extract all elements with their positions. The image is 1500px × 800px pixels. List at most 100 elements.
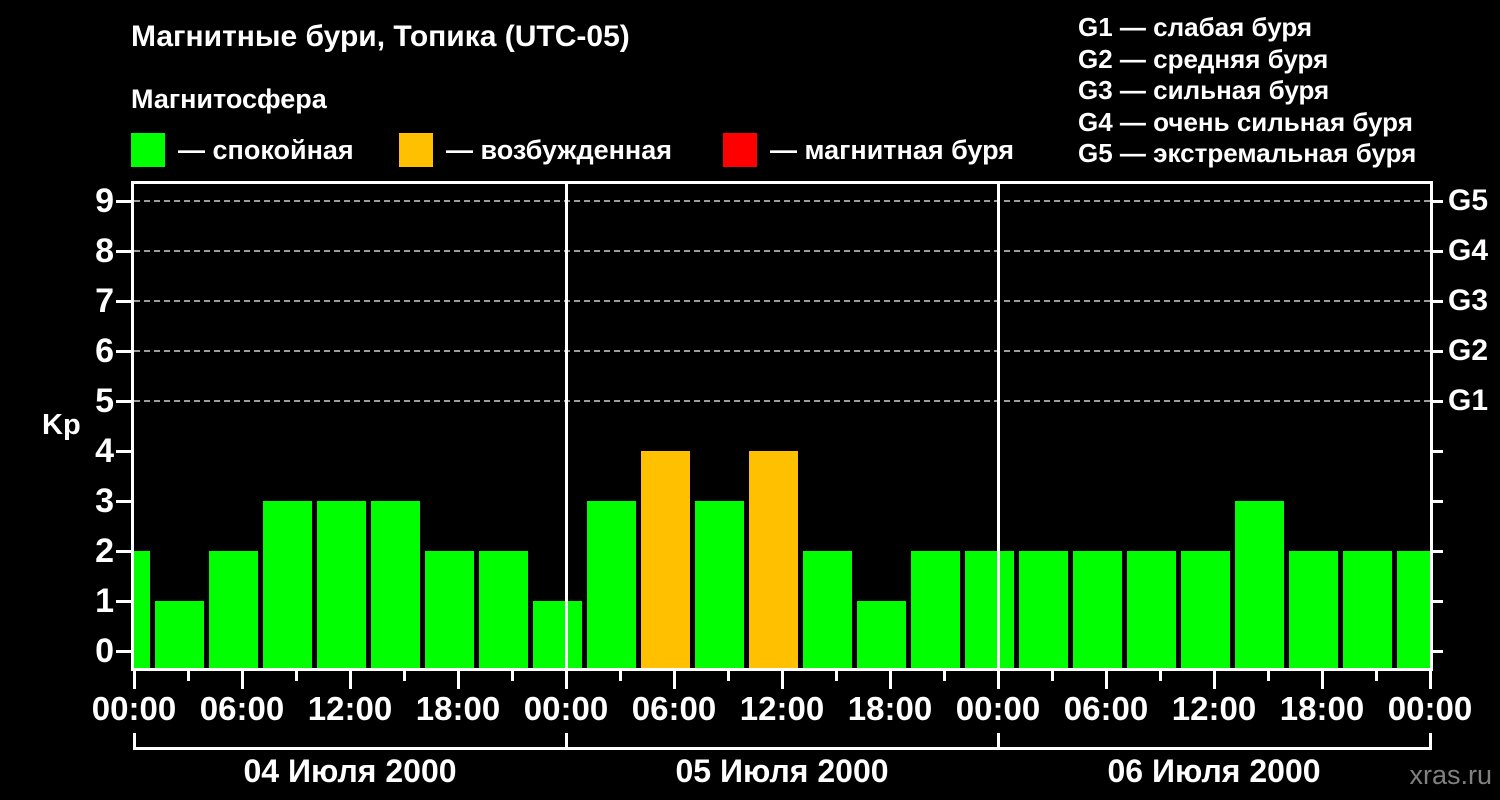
kp-bar (802, 551, 852, 668)
legend-label-storm: — магнитная буря (770, 134, 1014, 165)
kp-bar (694, 501, 744, 668)
kp-bar (748, 451, 798, 668)
day-boundary-line (996, 184, 1000, 668)
x-tick-major (780, 668, 784, 689)
y-tick-right (1430, 649, 1443, 653)
y-tick-right (1430, 549, 1443, 553)
date-bracket-line (134, 747, 1430, 750)
x-tick-minor (834, 668, 838, 681)
x-tick-minor (186, 668, 190, 681)
y-tick-right (1430, 299, 1443, 303)
y-tick-label: 1 (95, 582, 114, 620)
x-tick-major (1104, 668, 1108, 689)
kp-bar (964, 551, 1014, 668)
gridline-kp5 (134, 400, 1430, 402)
plot-area (131, 181, 1433, 671)
x-tick-major (240, 668, 244, 689)
date-bracket-tick (1428, 733, 1432, 750)
g-scale-legend-line: G5 — экстремальная буря (1078, 138, 1417, 168)
x-tick-major (888, 668, 892, 689)
g-scale-label: G5 (1448, 184, 1489, 217)
x-tick-label: 18:00 (415, 690, 501, 727)
x-tick-minor (510, 668, 514, 681)
kp-bar (1072, 551, 1122, 668)
x-tick-minor (1158, 668, 1162, 681)
x-tick-label: 00:00 (955, 690, 1041, 727)
date-bracket-tick (132, 733, 136, 750)
kp-bar (316, 501, 366, 668)
y-tick-label: 8 (95, 232, 114, 270)
x-tick-label: 12:00 (307, 690, 393, 727)
excited-color-swatch (399, 133, 433, 167)
kp-bar (856, 601, 906, 668)
date-bracket-tick (996, 733, 1000, 750)
gridline-kp9 (134, 200, 1430, 202)
y-tick-right (1430, 499, 1443, 503)
storm-color-swatch (723, 133, 757, 167)
kp-bar (1396, 551, 1430, 668)
watermark: xras.ru (1409, 760, 1492, 790)
x-tick-label: 06:00 (199, 690, 285, 727)
x-tick-major (564, 668, 568, 689)
g-scale-legend-line: G2 — средняя буря (1078, 43, 1329, 74)
g-scale-legend-line: G3 — сильная буря (1078, 75, 1330, 105)
kp-bar (640, 451, 690, 668)
y-tick-right (1430, 199, 1443, 203)
day-boundary-line (564, 184, 568, 668)
kp-bar (1288, 551, 1338, 668)
date-label: 04 Июля 2000 (243, 753, 457, 789)
x-tick-major (456, 668, 460, 689)
kp-bar (1126, 551, 1176, 668)
legend-label-excited: — возбужденная (446, 134, 672, 165)
x-tick-minor (942, 668, 946, 681)
kp-bar (370, 501, 420, 668)
legend-item-quiet: — спокойная (131, 132, 354, 168)
y-tick-right (1430, 349, 1443, 353)
x-tick-label: 06:00 (631, 690, 717, 727)
y-tick-right (1430, 599, 1443, 603)
chart-subtitle: Магнитосфера (131, 84, 327, 114)
gridline-kp8 (134, 250, 1430, 252)
quiet-color-swatch (131, 133, 165, 167)
y-tick-left (116, 299, 131, 303)
y-tick-left (116, 649, 131, 653)
x-tick-minor (294, 668, 298, 681)
date-bracket-tick (564, 733, 568, 750)
kp-bar (1018, 551, 1068, 668)
x-tick-minor (726, 668, 730, 681)
legend-item-excited: — возбужденная (399, 132, 672, 168)
x-tick-minor (1050, 668, 1054, 681)
y-axis-label: Kp (42, 409, 81, 441)
kp-bar (154, 601, 204, 668)
kp-bar (134, 551, 150, 668)
x-tick-major (348, 668, 352, 689)
y-tick-left (116, 549, 131, 553)
kp-bar (910, 551, 960, 668)
g-scale-legend-line: G4 — очень сильная буря (1078, 106, 1413, 137)
kp-bar (262, 501, 312, 668)
kp-bar (478, 551, 528, 668)
y-tick-label: 0 (95, 632, 114, 670)
x-tick-major (1428, 668, 1432, 689)
y-tick-label: 2 (95, 532, 114, 570)
y-tick-label: 5 (95, 382, 114, 420)
x-tick-major (672, 668, 676, 689)
x-tick-major (132, 668, 136, 689)
gridline-kp6 (134, 350, 1430, 352)
g-scale-label: G2 (1448, 334, 1489, 367)
x-tick-major (1320, 668, 1324, 689)
y-tick-left (116, 349, 131, 353)
y-tick-label: 6 (95, 332, 114, 370)
g-scale-legend-line: G1 — слабая буря (1078, 12, 1313, 42)
g-scale-label: G1 (1448, 384, 1489, 417)
x-tick-label: 12:00 (739, 690, 825, 727)
y-tick-right (1430, 399, 1443, 403)
kp-bar (1342, 551, 1392, 668)
x-tick-minor (1374, 668, 1378, 681)
x-tick-label: 06:00 (1063, 690, 1149, 727)
g-scale-label: G3 (1448, 284, 1489, 317)
legend-item-storm: — магнитная буря (723, 132, 1014, 168)
y-tick-left (116, 599, 131, 603)
y-tick-left (116, 199, 131, 203)
